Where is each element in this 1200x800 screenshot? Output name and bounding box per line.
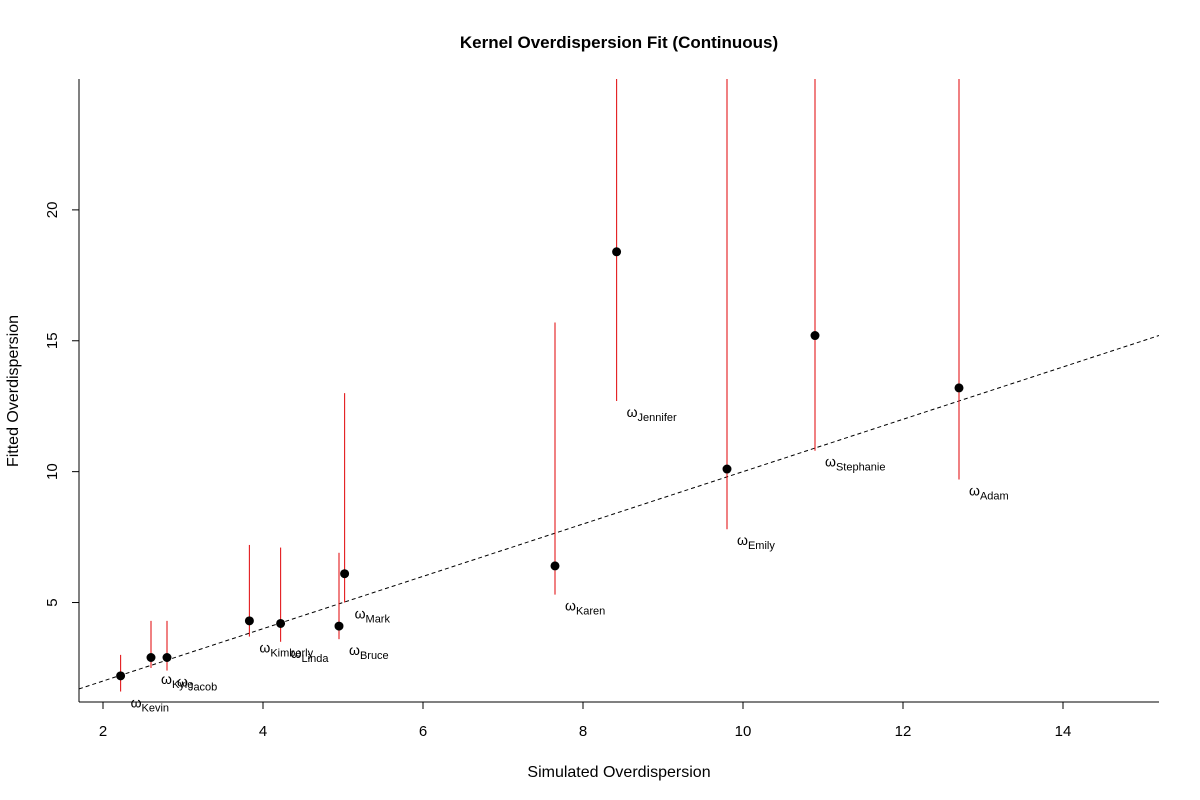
point-label-karen: ωKaren [565,598,605,618]
chart-title: Kernel Overdispersion Fit (Continuous) [460,33,778,52]
y-tick-label: 5 [44,598,61,606]
point-label-linda: ωLinda [291,645,330,665]
point-label-stephanie: ωStephanie [825,454,885,474]
point-label-kyle: ωKyle [161,671,193,691]
point-label-kevin: ωKevin [131,695,169,715]
data-point-bruce [334,621,344,631]
point-label-mark: ωMark [355,606,391,626]
data-point-linda [276,618,286,628]
data-point-stephanie [810,331,820,341]
point-label-kimberly: ωKimberly [259,640,313,660]
point-label-jennifer: ωJennifer [627,404,677,424]
x-tick-label: 12 [895,723,912,740]
point-label-jacob: ωJacob [177,674,217,694]
identity-reference-line [79,335,1159,690]
data-point-jacob [162,653,172,662]
y-axis-label: Fitted Overdispersion [5,315,22,467]
point-label-adam: ωAdam [969,483,1009,503]
x-tick-label: 10 [735,723,752,740]
data-point-mark [340,569,350,579]
y-tick-label: 20 [44,202,61,219]
x-axis-label: Simulated Overdispersion [527,764,710,781]
point-label-emily: ωEmily [737,532,775,552]
data-point-adam [954,383,964,393]
data-point-kevin [116,671,126,681]
data-point-karen [550,561,560,571]
x-tick-label: 14 [1055,723,1072,740]
point-label-bruce: ωBruce [349,642,389,662]
y-tick-label: 10 [44,463,61,480]
y-tick-label: 15 [44,332,61,349]
x-tick-label: 8 [579,723,587,740]
x-tick-label: 6 [419,723,427,740]
x-tick-label: 4 [259,723,267,740]
x-tick-label: 2 [99,723,107,740]
data-point-kimberly [244,616,254,626]
data-point-jennifer [612,247,622,257]
data-point-kyle [146,653,156,662]
data-point-emily [722,464,732,474]
